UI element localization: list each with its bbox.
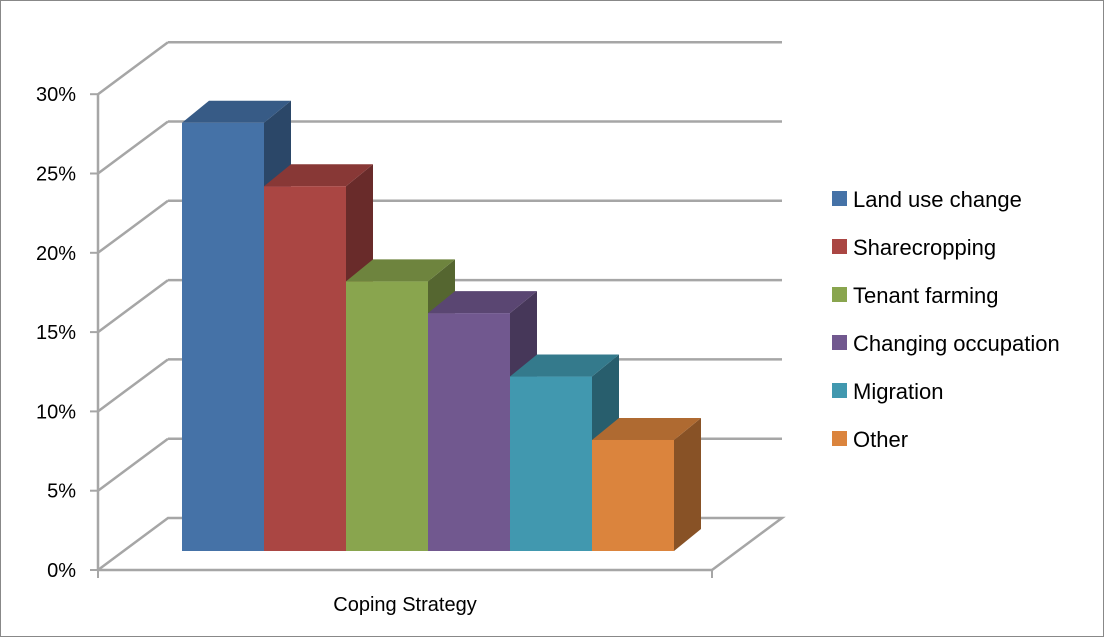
gridline-side — [97, 437, 169, 492]
legend-swatch — [832, 191, 847, 206]
bar-top-face — [428, 291, 537, 314]
bars — [182, 100, 701, 551]
y-tick-label: 5% — [47, 481, 76, 503]
bar-top-face — [510, 354, 619, 377]
bar-other — [592, 417, 701, 551]
legend-label: Tenant farming — [853, 283, 999, 308]
bar-top-face — [346, 259, 455, 282]
bar-front-face — [510, 376, 592, 551]
gridline-side — [97, 279, 169, 334]
x-axis-title: Coping Strategy — [333, 594, 476, 616]
bar-front-face — [264, 186, 346, 551]
gridline-side — [97, 199, 169, 254]
legend-label: Land use change — [853, 187, 1022, 212]
gridline-side — [97, 358, 169, 413]
y-tick-label: 30% — [36, 84, 76, 106]
legend-item: Migration — [832, 379, 943, 404]
legend-item: Changing occupation — [832, 331, 1060, 356]
legend-item: Other — [832, 427, 908, 452]
bar-front-face — [346, 281, 428, 551]
legend-label: Changing occupation — [853, 331, 1060, 356]
legend-item: Tenant farming — [832, 283, 999, 308]
bar-top-face — [264, 164, 373, 187]
bar-top-face — [182, 100, 291, 123]
legend-swatch — [832, 383, 847, 398]
legend-label: Migration — [853, 379, 943, 404]
legend-item: Land use change — [832, 187, 1022, 212]
legend-item: Sharecropping — [832, 235, 996, 260]
y-axis-tick-labels: 0% 5% 10% 15% 20% 25% 30% — [36, 84, 76, 582]
y-tick-label: 25% — [36, 164, 76, 186]
legend-label: Sharecropping — [853, 235, 996, 260]
bar-front-face — [428, 313, 510, 551]
legend-swatch — [832, 335, 847, 350]
gridline-side — [97, 120, 169, 175]
bar-front-face — [592, 439, 674, 551]
y-tick-label: 15% — [36, 322, 76, 344]
bar-front-face — [182, 122, 264, 551]
legend: Land use change Sharecropping Tenant farmi… — [832, 187, 1060, 452]
legend-swatch — [832, 239, 847, 254]
legend-label: Other — [853, 427, 908, 452]
legend-swatch — [832, 287, 847, 302]
y-tick-label: 20% — [36, 243, 76, 265]
y-tick-label: 0% — [47, 560, 76, 582]
bar-side-face — [674, 417, 701, 551]
gridline-side — [97, 41, 169, 96]
bar-top-face — [592, 417, 701, 440]
legend-swatch — [832, 431, 847, 446]
y-tick-label: 10% — [36, 401, 76, 423]
